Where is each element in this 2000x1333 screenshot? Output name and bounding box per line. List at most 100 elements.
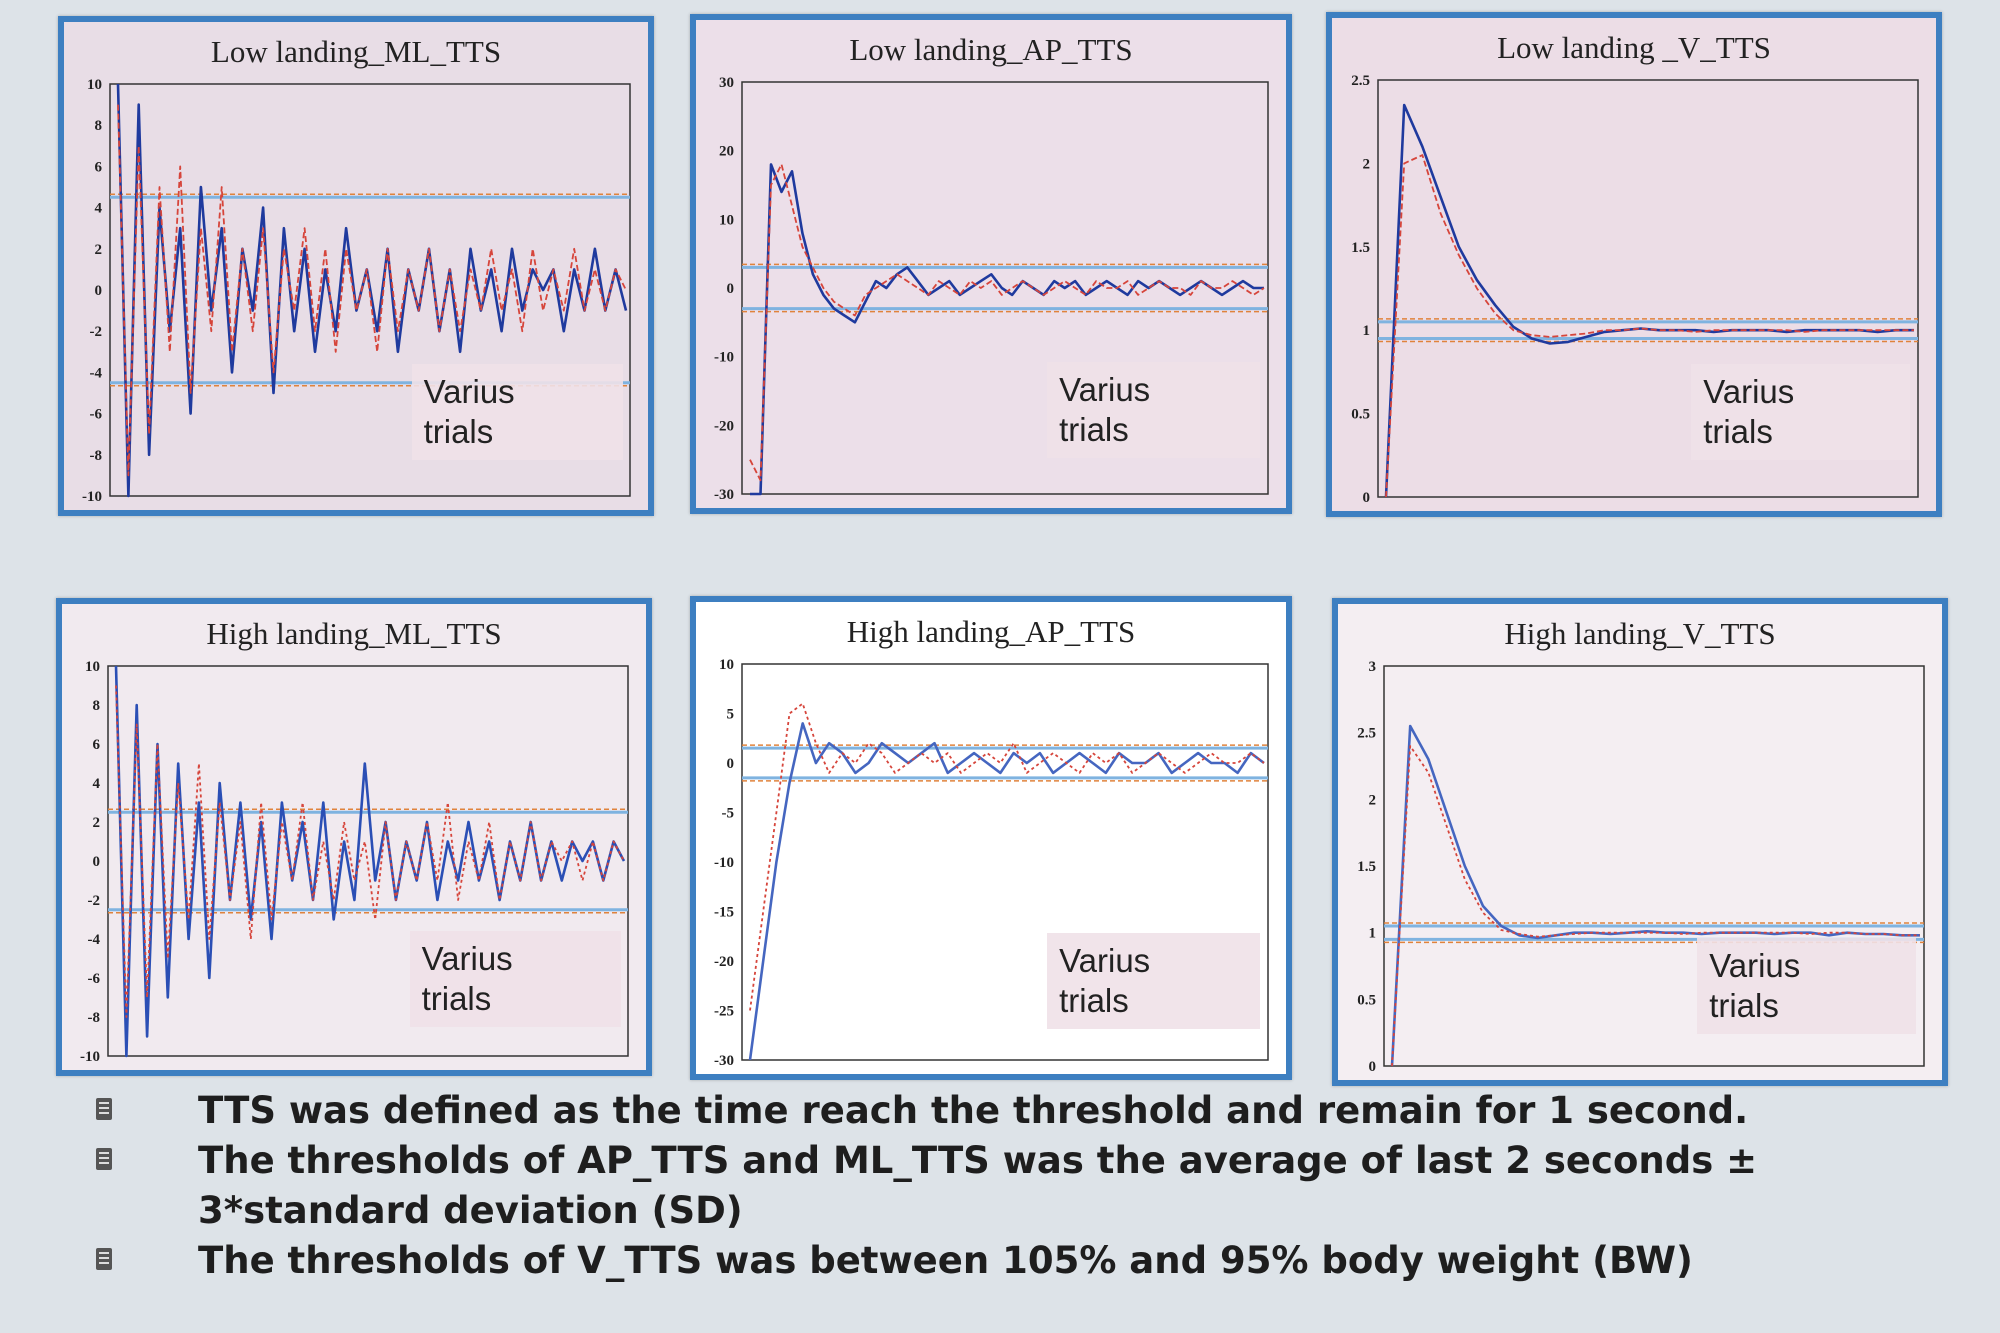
note-text: The thresholds of AP_TTS and ML_TTS was … — [198, 1139, 1758, 1232]
series-line — [749, 163, 1265, 482]
y-tick-label: 1 — [1363, 323, 1371, 339]
chart-title: High landing_ML_TTS — [206, 616, 502, 651]
note-item: The thresholds of AP_TTS and ML_TTS was … — [80, 1136, 1980, 1236]
y-tick-label: -5 — [722, 806, 735, 822]
series-line — [117, 104, 627, 477]
y-tick-label: 2.5 — [1357, 726, 1376, 742]
y-tick-label: -6 — [88, 971, 101, 987]
trials-annotation-line: Varius — [1059, 942, 1151, 980]
y-tick-label: -4 — [90, 365, 103, 381]
y-tick-label: 3 — [1369, 659, 1377, 675]
y-tick-label: -8 — [88, 1010, 101, 1026]
y-tick-label: -10 — [80, 1049, 100, 1065]
series-line — [115, 685, 625, 1018]
trials-annotation-line: Varius — [1709, 947, 1801, 984]
bullet-icon — [96, 1148, 112, 1170]
y-tick-label: -20 — [714, 954, 734, 970]
trials-annotation-line: Varius — [421, 940, 513, 978]
y-tick-label: -4 — [88, 932, 101, 948]
plot-area — [1377, 79, 1919, 498]
y-tick-label: -6 — [90, 407, 103, 423]
chart-title: Low landing _V_TTS — [1497, 30, 1771, 65]
y-tick-label: -30 — [714, 487, 734, 503]
trials-annotation-line: Varius — [1059, 371, 1151, 409]
bullet-icon — [96, 1098, 112, 1120]
y-tick-label: 2 — [93, 815, 101, 831]
chart-panel: Low landing_ML_TTS 10 8 6 4 2 0 -2 -4 -6 -8 -10 Vari… — [58, 16, 654, 516]
y-tick-label: -10 — [82, 489, 102, 505]
y-tick-label: 2.5 — [1351, 73, 1370, 89]
y-tick-label: -25 — [714, 1004, 734, 1020]
y-tick-label: 8 — [95, 118, 103, 134]
chart-title: Low landing_ML_TTS — [210, 34, 502, 69]
trials-annotation-line: Varius — [423, 373, 515, 411]
plot-area — [741, 663, 1269, 1061]
y-tick-label: 5 — [727, 707, 735, 723]
plot-area — [109, 83, 631, 497]
y-tick-label: 0 — [727, 281, 735, 297]
trials-annotation-line: trials — [423, 413, 494, 451]
trials-annotation-line: trials — [421, 980, 492, 1018]
trials-annotation-line: trials — [1709, 987, 1779, 1024]
bullet-icon — [96, 1248, 112, 1270]
y-tick-label: 20 — [719, 144, 734, 160]
series-line — [116, 83, 628, 498]
note-item: The thresholds of V_TTS was between 105%… — [80, 1236, 1980, 1286]
trials-annotation: Varius trials — [1697, 938, 1916, 1034]
y-tick-label: 10 — [719, 212, 734, 228]
plot-area — [1383, 665, 1925, 1067]
chart-panel: High landing_AP_TTS 10 5 0 -5 -10 -15 -20 -25 -30… — [690, 596, 1292, 1080]
chart-title: Low landing_AP_TTS — [849, 32, 1133, 67]
y-tick-label: 0 — [1369, 1059, 1377, 1075]
y-tick-label: -10 — [714, 855, 734, 871]
y-tick-label: -20 — [714, 418, 734, 434]
chart-title: High landing_V_TTS — [1504, 616, 1776, 651]
chart-title: High landing_AP_TTS — [846, 614, 1136, 649]
series-line — [749, 702, 1265, 1011]
trials-annotation-line: Varius — [1703, 372, 1795, 410]
plot-area — [741, 81, 1269, 495]
y-tick-label: -2 — [90, 324, 103, 340]
trials-annotation-line: trials — [1703, 412, 1773, 450]
trials-annotation: Varius trials — [411, 364, 623, 461]
chart-svg: 10 8 6 4 2 0 -2 -4 -6 -8 -10 — [80, 659, 629, 1065]
chart-panel: High landing_V_TTS 3 2.5 2 1.5 1 0.5 0 Varius tri… — [1332, 598, 1948, 1086]
y-tick-label: 0 — [1363, 490, 1371, 506]
series-line — [114, 665, 626, 1058]
trials-annotation: Varius trials — [409, 931, 621, 1028]
y-tick-label: 10 — [87, 77, 102, 93]
y-tick-label: 4 — [93, 776, 101, 792]
chart-panel: Low landing _V_TTS 2.5 2 1.5 1 0.5 0 Varius tria… — [1326, 12, 1942, 517]
note-text: TTS was defined as the time reach the th… — [198, 1089, 1749, 1132]
y-tick-label: 6 — [95, 159, 103, 175]
y-tick-label: 10 — [719, 657, 734, 673]
y-tick-label: -10 — [714, 350, 734, 366]
y-tick-label: 1.5 — [1351, 240, 1370, 256]
note-item: TTS was defined as the time reach the th… — [80, 1086, 1980, 1136]
y-tick-label: 1.5 — [1357, 859, 1376, 875]
y-tick-label: -15 — [714, 905, 734, 921]
trials-annotation-line: trials — [1059, 982, 1129, 1020]
trials-annotation: Varius trials — [1047, 362, 1261, 459]
y-tick-label: -2 — [88, 893, 101, 909]
note-text: The thresholds of V_TTS was between 105%… — [198, 1239, 1693, 1282]
chart-panel: Low landing_AP_TTS 30 20 10 0 -10 -20 -30 Varius… — [690, 14, 1292, 514]
y-tick-label: 10 — [85, 659, 100, 675]
chart-panel: High landing_ML_TTS 10 8 6 4 2 0 -2 -4 -6 -8 -10 Var… — [56, 598, 652, 1076]
y-tick-label: 1 — [1369, 926, 1377, 942]
trials-annotation-line: trials — [1059, 411, 1129, 449]
plot-area — [107, 665, 629, 1057]
y-tick-label: 0.5 — [1357, 992, 1376, 1008]
y-tick-label: 2 — [1363, 156, 1371, 172]
series-line — [1385, 154, 1914, 498]
notes-list: TTS was defined as the time reach the th… — [80, 1086, 1980, 1286]
y-tick-label: 30 — [719, 75, 734, 91]
trials-annotation: Varius trials — [1691, 363, 1910, 460]
chart-svg: 30 20 10 0 -10 -20 -30 — [714, 75, 1269, 503]
series-line — [1391, 745, 1920, 1067]
y-tick-label: 2 — [1369, 792, 1377, 808]
y-tick-label: 2 — [95, 242, 103, 258]
y-tick-label: 0.5 — [1351, 407, 1370, 423]
y-tick-label: 4 — [95, 201, 103, 217]
